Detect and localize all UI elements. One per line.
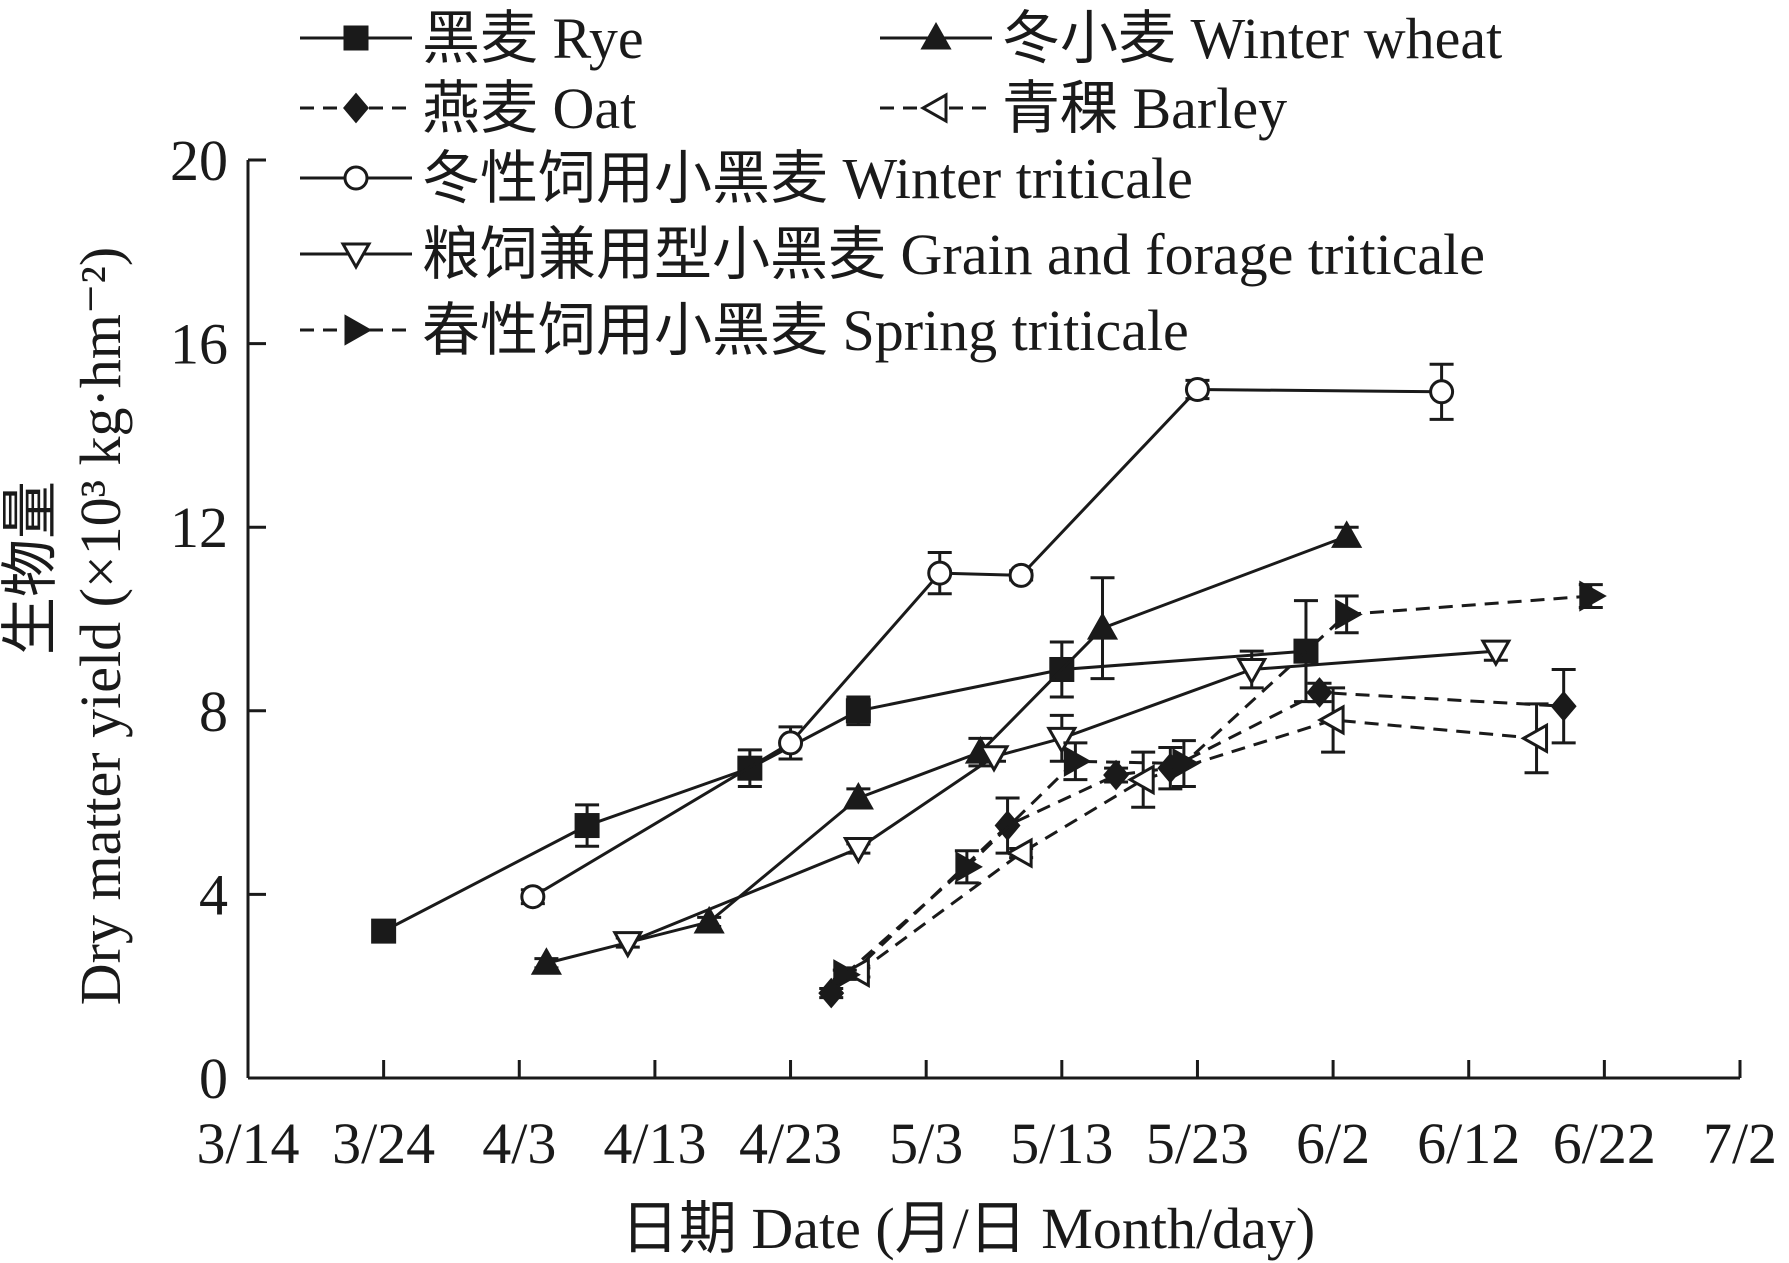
series-4: [520, 362, 1455, 910]
y-axis-title-english: Dry matter yield (×10³ kg·hm⁻²): [68, 247, 133, 1005]
x-tick-label: 6/22: [1553, 1111, 1656, 1176]
data-point: [1429, 379, 1455, 405]
data-point: [833, 959, 861, 991]
series-line: [857, 718, 1537, 974]
series-5: [612, 639, 1512, 959]
data-point: [1520, 722, 1549, 754]
data-point: [842, 837, 874, 865]
axis-titles: 日期 Date (月/日 Month/day) 生物量 Dry matter y…: [0, 247, 1315, 1261]
series-line: [843, 594, 1591, 976]
x-tick-label: 4/13: [603, 1111, 706, 1176]
x-tick-label: 3/24: [332, 1111, 435, 1176]
legend-item: 青稞 Barley: [880, 76, 1287, 141]
series-2: [818, 667, 1577, 1009]
series-6: [832, 580, 1607, 991]
legend: 黑麦 Rye 冬小麦 Winter wheat 燕麦 Oat 青稞 Barley冬性饲…: [300, 6, 1502, 363]
legend-item: 黑麦 Rye: [300, 6, 644, 71]
x-tick-label: 7/2: [1703, 1111, 1777, 1176]
series-1: [530, 520, 1363, 975]
x-tick-label: 4/3: [482, 1111, 556, 1176]
data-point: [1172, 748, 1200, 780]
data-point: [842, 781, 874, 810]
x-tick-label: 5/23: [1146, 1111, 1249, 1176]
data-point: [1317, 704, 1345, 736]
x-tick-label: 4/23: [739, 1111, 842, 1176]
data-point: [1086, 612, 1119, 640]
x-tick-label: 5/13: [1010, 1111, 1113, 1176]
series-line: [532, 387, 1442, 898]
y-axis-title-chinese: 生物量: [0, 481, 63, 655]
data-point: [927, 560, 953, 586]
data-point: [574, 813, 600, 839]
legend-item: 冬小麦 Winter wheat: [880, 6, 1502, 71]
legend-marker: [343, 92, 369, 124]
data-point: [845, 698, 871, 724]
x-axis-title: 日期 Date (月/日 Month/day): [621, 1196, 1315, 1261]
legend-marker: [340, 242, 372, 271]
data-point: [1127, 764, 1155, 796]
y-tick-label: 12: [170, 495, 228, 560]
data-point: [955, 851, 983, 883]
y-tick-label: 4: [199, 862, 228, 927]
data-point: [1184, 377, 1210, 402]
data-point: [520, 884, 546, 910]
legend-label: 黑麦 Rye: [422, 6, 644, 71]
legend-item: 燕麦 Oat: [300, 76, 636, 141]
legend-label: 粮饲兼用型小黑麦 Grain and forage triticale: [422, 222, 1485, 287]
data-point: [978, 745, 1010, 773]
y-tick-label: 0: [199, 1046, 228, 1111]
data-point: [1008, 562, 1034, 588]
axes: 0 4 8 12 16 20 3/14 3/24 4/3 4/13 4/23 5/3 5/13 5/23 6…: [170, 128, 1777, 1176]
legend-marker: [344, 314, 373, 346]
y-tick-label: 8: [199, 679, 228, 744]
x-tick-label: 5/3: [889, 1111, 963, 1176]
y-tick-label: 16: [170, 312, 228, 377]
data-point: [1579, 580, 1607, 612]
data-point: [612, 931, 644, 959]
x-tick-label: 3/14: [196, 1111, 299, 1176]
y-tick-label: 20: [170, 128, 228, 193]
data-point: [693, 905, 725, 934]
legend-item: 粮饲兼用型小黑麦 Grain and forage triticale: [300, 222, 1485, 287]
series-layer: [371, 362, 1607, 1009]
data-point: [1550, 690, 1577, 722]
data-point: [1236, 657, 1268, 686]
series-line: [830, 690, 1564, 995]
data-point: [1063, 745, 1092, 777]
legend-label: 春性饲用小黑麦 Spring triticale: [422, 298, 1189, 363]
legend-label: 青稞 Barley: [1002, 76, 1287, 141]
data-point: [1046, 726, 1078, 755]
data-point: [778, 730, 804, 756]
x-tick-label: 6/2: [1296, 1111, 1370, 1176]
data-point: [1005, 837, 1033, 869]
data-point: [1335, 598, 1363, 630]
data-point: [1480, 639, 1512, 668]
x-tick-label: 6/12: [1417, 1111, 1520, 1176]
series-line: [627, 649, 1496, 944]
data-point: [842, 956, 870, 989]
legend-item: 春性饲用小黑麦 Spring triticale: [300, 298, 1189, 363]
legend-marker: [343, 25, 369, 51]
legend-item: 冬性饲用小黑麦 Winter triticale: [300, 146, 1193, 211]
series-line: [546, 534, 1348, 965]
data-point: [530, 947, 562, 975]
legend-marker: [919, 92, 948, 124]
legend-label: 燕麦 Oat: [422, 76, 636, 141]
data-point: [1331, 520, 1363, 548]
legend-marker: [343, 165, 369, 191]
legend-label: 冬小麦 Winter wheat: [1002, 6, 1502, 71]
data-point: [1103, 759, 1130, 791]
legend-marker: [920, 21, 952, 50]
data-point: [371, 918, 397, 944]
series-3: [842, 686, 1549, 989]
legend-label: 冬性饲用小黑麦 Winter triticale: [422, 146, 1193, 211]
